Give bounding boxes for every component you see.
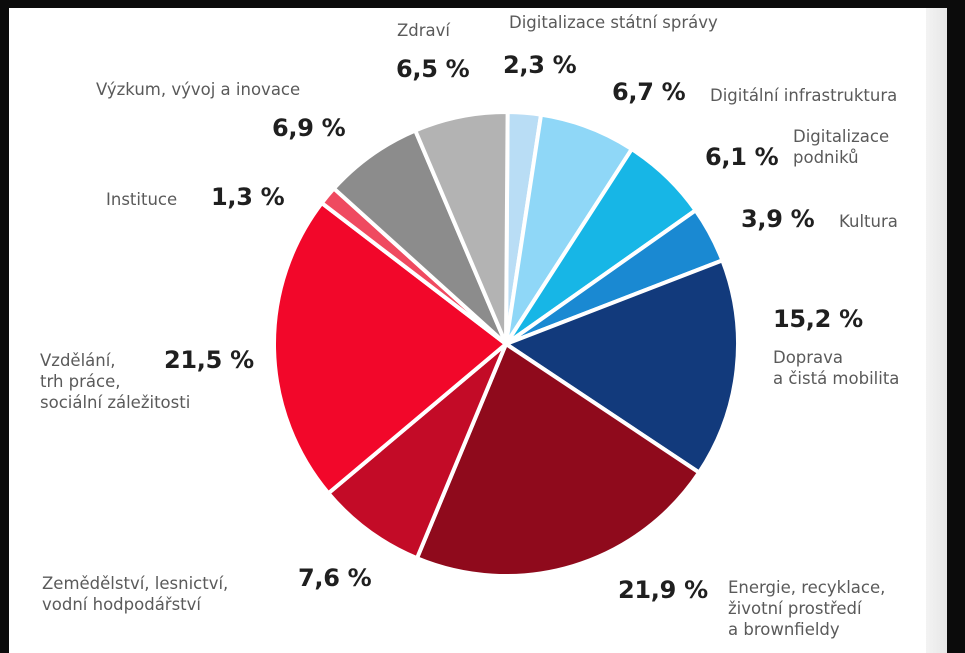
slice-label-zdravi: Zdraví [397, 21, 451, 40]
slice-label-zemedelstvi: Zemědělství, lesnictví, vodní hodpodářst… [42, 574, 229, 614]
slice-label-digitalizace-statni-spravy: Digitalizace státní správy [509, 13, 718, 32]
pie-slice-5 [414, 342, 702, 578]
slice-label-vzdelani: Vzdělání, trh práce, sociální záležitost… [40, 351, 191, 412]
frame-border-left [0, 0, 9, 653]
slice-label-digitalizace-podniku: Digitalizace podniků [793, 127, 890, 167]
slice-label-vyzkum: Výzkum, vývoj a inovace [96, 80, 301, 99]
slice-label-kultura: Kultura [839, 212, 898, 231]
slice-value-digitalizace-statni-spravy: 2,3 % [503, 51, 577, 79]
slice-value-kultura: 3,9 % [741, 205, 815, 233]
slice-label-digitalni-infrastruktura: Digitální infrastruktura [710, 86, 898, 105]
pie-slice-7 [272, 201, 508, 496]
slice-value-vzdelani: 21,5 % [164, 346, 254, 374]
slice-value-doprava: 15,2 % [773, 305, 863, 333]
slice-label-energie: Energie, recyklace, životní prostředí a … [728, 578, 886, 639]
slice-value-digitalizace-podniku: 6,1 % [705, 143, 779, 171]
slice-label-instituce: Instituce [106, 190, 178, 209]
slice-value-zdravi: 6,5 % [396, 55, 470, 83]
slice-value-instituce: 1,3 % [211, 183, 285, 211]
frame-shade-right [926, 8, 947, 653]
slice-label-doprava: Doprava a čistá mobilita [773, 348, 900, 388]
frame-border-top [0, 0, 965, 8]
slice-value-zemedelstvi: 7,6 % [298, 564, 372, 592]
slice-value-energie: 21,9 % [618, 576, 708, 604]
frame-border-right [947, 0, 965, 653]
pie-slice-4 [504, 258, 740, 475]
slice-value-vyzkum: 6,9 % [272, 114, 346, 142]
slice-value-digitalni-infrastruktura: 6,7 % [612, 78, 686, 106]
pie-slice-6 [326, 342, 508, 561]
pie-slice-10 [413, 110, 510, 346]
